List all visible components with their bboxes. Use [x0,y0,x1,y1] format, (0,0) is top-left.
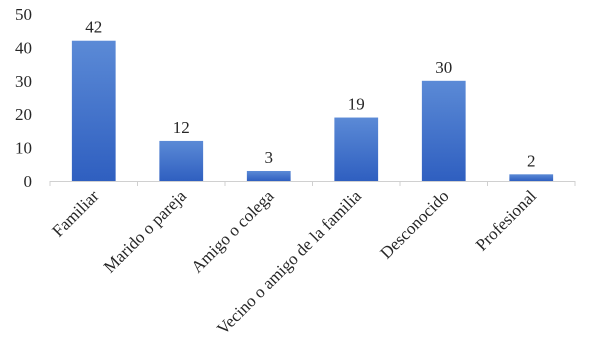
y-tick-label: 0 [24,172,33,191]
y-tick-label: 50 [15,5,32,24]
y-tick-label: 40 [15,38,32,57]
bar [334,117,379,181]
category-label: Marido o pareja [100,186,191,277]
data-label: 2 [527,151,536,170]
data-labels-group: 42 12 3 19 30 2 [85,18,535,171]
bar [159,140,204,181]
bar [421,80,466,181]
y-tick-label: 20 [15,105,32,124]
x-axis-tick-marks [49,181,576,186]
data-label: 3 [265,148,274,167]
y-axis-ticks: 0 10 20 30 40 50 [15,5,32,191]
category-label: Vecino o amigo de la familia [213,186,365,338]
bar [509,174,554,181]
data-label: 19 [348,95,365,114]
category-label: Desconocido [376,186,452,262]
data-label: 30 [435,58,452,77]
y-tick-label: 30 [15,72,32,91]
bar [246,170,291,181]
category-label: Familiar [48,186,102,240]
y-tick-label: 10 [15,139,32,158]
category-label: Amigo o colega [187,186,278,277]
data-label: 12 [173,118,190,137]
bars-group [71,40,554,181]
data-label: 42 [85,18,102,37]
bar [71,40,116,181]
category-label: Profesional [472,186,540,254]
